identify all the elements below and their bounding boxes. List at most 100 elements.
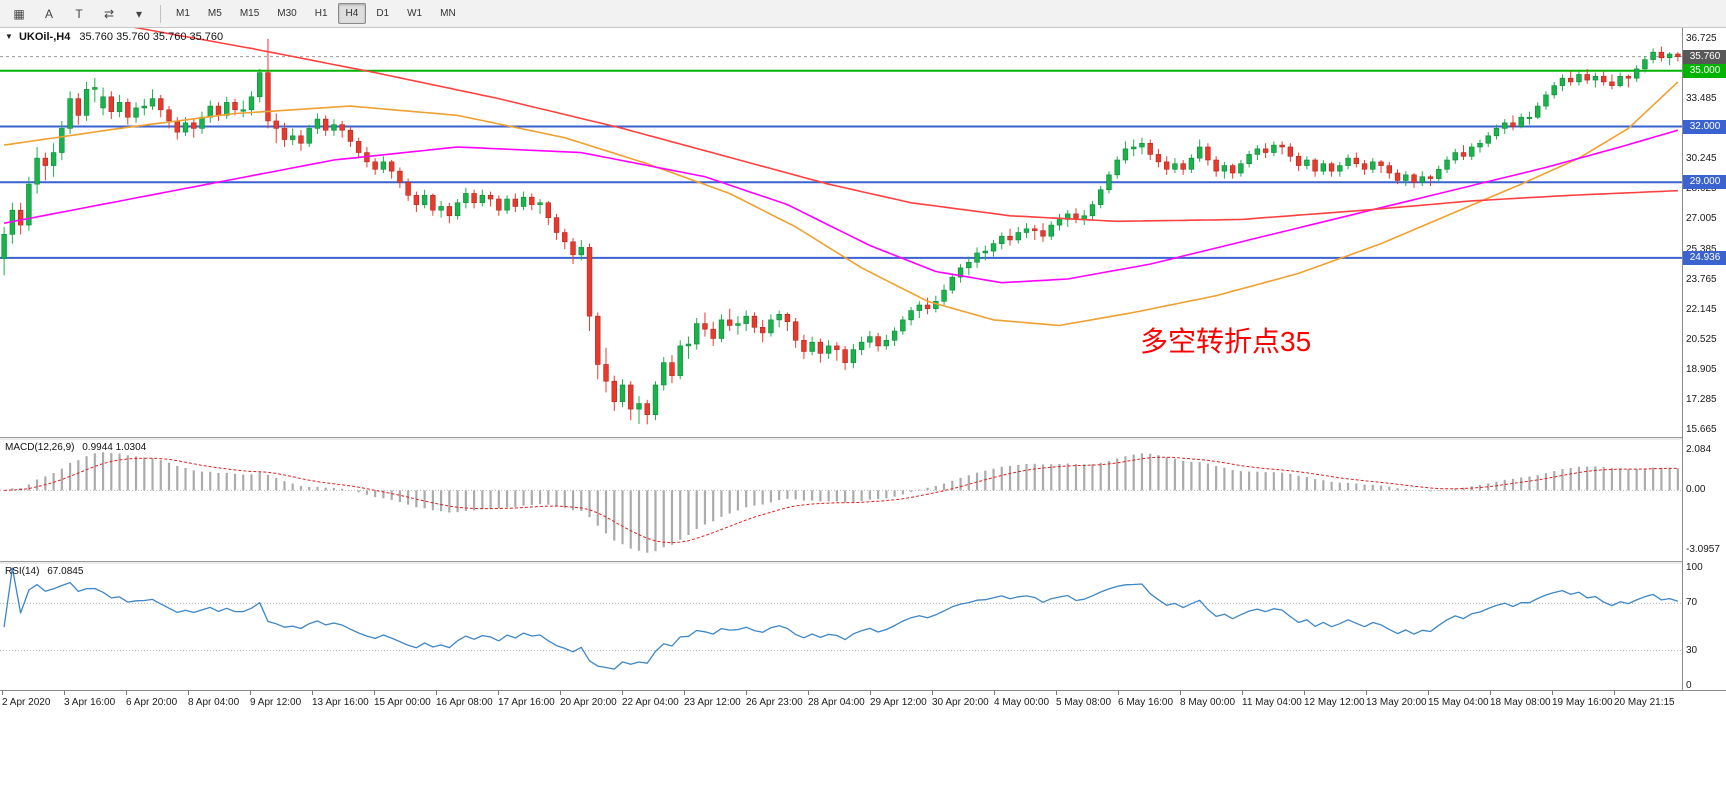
- time-tick-mark: [684, 691, 685, 695]
- windows-icon[interactable]: ▦: [13, 6, 25, 21]
- price-tick-label: 27.005: [1686, 213, 1717, 225]
- macd-title: MACD(12,26,9) 0.9944 1.0304: [5, 442, 146, 453]
- rsi-value-label: 67.0845: [47, 566, 84, 577]
- tool-icon-group: ▦ A T ⇄ ▾: [4, 0, 154, 27]
- chart-title: ▼ UKOil-,H4 35.760 35.760 35.760 35.760: [5, 31, 223, 43]
- time-tick-mark: [746, 691, 747, 695]
- chart-area: ▼ UKOil-,H4 35.760 35.760 35.760 35.760 …: [0, 28, 1726, 714]
- time-tick-label: 18 May 08:00: [1490, 697, 1551, 708]
- time-tick-mark: [250, 691, 251, 695]
- rsi-tick-label: 100: [1686, 562, 1703, 573]
- price-tick-label: 36.725: [1686, 32, 1717, 44]
- timeframe-h1-button[interactable]: H1: [314, 8, 328, 19]
- ma-mid-line: [3, 129, 1679, 284]
- timeframe-m15-button[interactable]: M15: [239, 8, 260, 19]
- time-tick-label: 19 May 16:00: [1552, 697, 1613, 708]
- dropdown-caret-icon[interactable]: ▾: [135, 6, 143, 21]
- ma-slow-line: [133, 28, 1678, 223]
- timeframe-m1-button[interactable]: M1: [176, 8, 190, 19]
- time-tick-mark: [808, 691, 809, 695]
- time-tick-label: 13 Apr 16:00: [312, 697, 369, 708]
- time-tick-label: 17 Apr 16:00: [498, 697, 555, 708]
- time-tick-mark: [932, 691, 933, 695]
- macd-indicator-label: MACD(12,26,9): [5, 442, 75, 453]
- time-tick-label: 9 Apr 12:00: [250, 697, 302, 708]
- panel-separator-rsi[interactable]: [0, 561, 1726, 564]
- time-tick-label: 23 Apr 12:00: [684, 697, 741, 708]
- timeframe-w1-button[interactable]: W1: [407, 8, 423, 19]
- rsi-surface[interactable]: [0, 564, 1682, 690]
- time-tick-mark: [1118, 691, 1119, 695]
- rsi-title: RSI(14) 67.0845: [5, 566, 83, 577]
- price-tick-label: 25.385: [1686, 243, 1717, 255]
- bottom-filler: [0, 714, 1726, 786]
- toolbar-separator: [160, 4, 161, 23]
- time-tick-label: 22 Apr 04:00: [622, 697, 679, 708]
- price-tick-label: 18.905: [1686, 363, 1717, 375]
- timeframe-h4-button[interactable]: H4: [337, 3, 367, 24]
- time-tick-label: 5 May 08:00: [1056, 697, 1112, 708]
- time-tick-label: 16 Apr 08:00: [436, 697, 493, 708]
- price-tick-label: 33.485: [1686, 92, 1717, 104]
- time-tick-mark: [622, 691, 623, 695]
- price-tick-label: 15.665: [1686, 424, 1717, 436]
- time-tick-label: 2 Apr 2020: [2, 697, 51, 708]
- arrows-tool-icon[interactable]: ⇄: [103, 6, 115, 21]
- chart-expander-icon[interactable]: ▼: [5, 32, 13, 41]
- a-tool-icon[interactable]: A: [44, 6, 53, 21]
- price-badge-29.000: 29.000: [1683, 175, 1726, 190]
- time-tick-label: 6 Apr 20:00: [126, 697, 178, 708]
- rsi-indicator-label: RSI(14): [5, 566, 40, 577]
- time-tick-label: 26 Apr 23:00: [746, 697, 803, 708]
- timeframe-m30-button[interactable]: M30: [277, 8, 297, 19]
- time-tick-label: 8 May 00:00: [1180, 697, 1236, 708]
- time-tick-label: 6 May 16:00: [1118, 697, 1174, 708]
- time-tick-mark: [870, 691, 871, 695]
- timeframe-mn-button[interactable]: MN: [440, 8, 456, 19]
- time-axis[interactable]: 2 Apr 2020 3 Apr 16:00 6 Apr 20:00 8 Apr 04…: [0, 690, 1726, 714]
- time-tick-mark: [312, 691, 313, 695]
- time-tick-label: 20 Apr 20:00: [560, 697, 617, 708]
- macd-histogram: [11, 452, 1679, 553]
- timeframe-button-group: M1 M5 M15 M30 H1 H4 D1 W1 MN: [167, 0, 465, 27]
- rsi-tick-label: 0: [1686, 680, 1692, 691]
- macd-values-label: 0.9944 1.0304: [82, 442, 147, 453]
- rsi-line: [3, 567, 1679, 670]
- time-tick-label: 13 May 20:00: [1366, 697, 1427, 708]
- ma-fast-line: [3, 81, 1679, 327]
- candlestick-series: [1, 38, 1681, 425]
- rsi-panel: RSI(14) 67.0845: [0, 564, 1682, 690]
- price-tick-label: 20.525: [1686, 333, 1717, 345]
- time-tick-mark: [1428, 691, 1429, 695]
- macd-tick-label: 2.084: [1686, 444, 1712, 456]
- time-tick-mark: [1180, 691, 1181, 695]
- time-tick-mark: [1366, 691, 1367, 695]
- time-tick-mark: [1552, 691, 1553, 695]
- main-chart-surface[interactable]: [0, 28, 1682, 437]
- chart-toolbar: ▦ A T ⇄ ▾ M1 M5 M15 M30 H1 H4 D1 W1 MN: [0, 0, 1726, 28]
- chart-annotation-text[interactable]: 多空转折点35: [1140, 326, 1312, 357]
- price-axis[interactable]: 36.72535.10533.48531.86530.24528.62527.0…: [1682, 28, 1726, 691]
- time-tick-mark: [994, 691, 995, 695]
- time-tick-label: 29 Apr 12:00: [870, 697, 927, 708]
- time-tick-mark: [374, 691, 375, 695]
- time-tick-mark: [498, 691, 499, 695]
- macd-tick-label: 0.00: [1686, 484, 1706, 496]
- price-badge-24.936: 24.936: [1683, 250, 1726, 265]
- time-tick-mark: [560, 691, 561, 695]
- price-badge-32.000: 32.000: [1683, 119, 1726, 134]
- rsi-tick-label: 70: [1686, 597, 1698, 609]
- time-tick-label: 30 Apr 20:00: [932, 697, 989, 708]
- text-tool-icon[interactable]: T: [75, 6, 83, 21]
- price-tick-label: 17.285: [1686, 394, 1717, 406]
- macd-panel: MACD(12,26,9) 0.9944 1.0304: [0, 440, 1682, 561]
- timeframe-m5-button[interactable]: M5: [207, 8, 222, 19]
- time-tick-label: 12 May 12:00: [1304, 697, 1365, 708]
- time-tick-mark: [1242, 691, 1243, 695]
- time-tick-label: 15 May 04:00: [1428, 697, 1489, 708]
- timeframe-d1-button[interactable]: D1: [376, 8, 390, 19]
- macd-surface[interactable]: [0, 440, 1682, 561]
- time-tick-mark: [188, 691, 189, 695]
- panel-separator-macd[interactable]: [0, 437, 1726, 440]
- time-tick-label: 4 May 00:00: [994, 697, 1050, 708]
